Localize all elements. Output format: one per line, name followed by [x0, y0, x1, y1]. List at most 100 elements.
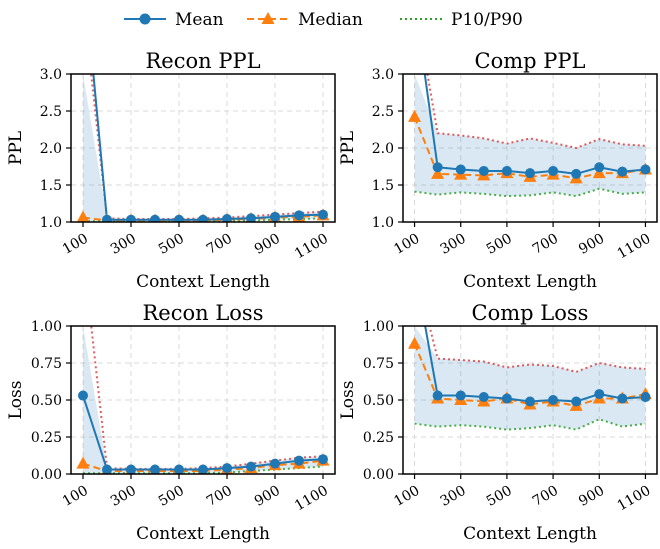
x-tick-label: 100 [391, 231, 422, 258]
p10-line [414, 418, 646, 431]
mean-point [198, 214, 208, 222]
mean-point [78, 390, 88, 401]
mean-point [571, 168, 582, 179]
legend-marker-median [261, 12, 275, 24]
x-tick-label: 100 [60, 231, 91, 258]
y-tick-label: 2.0 [40, 141, 62, 157]
y-tick-label: 1.5 [372, 178, 394, 194]
y-tick-label: 1.0 [40, 215, 62, 231]
y-tick-label: 0.25 [363, 430, 394, 446]
mean-point [640, 392, 651, 403]
mean-point [102, 214, 112, 222]
panels: 1.0 1.5 2.0 2.5 3.0 100 300 500 700 900 1100 Recon … [6, 0, 658, 544]
panel-comp-ppl: 1.0 1.5 2.0 2.5 3.0 100 300 500 700 900 1100 Comp P… [338, 0, 658, 292]
mean-point [548, 395, 559, 405]
mean-line [92, 74, 324, 221]
x-tick-label: 100 [391, 483, 422, 510]
x-tick-label: 900 [576, 483, 607, 510]
panel-recon-ppl: 1.0 1.5 2.0 2.5 3.0 100 300 500 700 900 1100 Recon … [6, 49, 336, 292]
panel-title: Recon Loss [143, 301, 264, 325]
x-tick-label: 300 [438, 483, 469, 510]
median-point [76, 210, 90, 222]
x-tick-label: 300 [438, 231, 469, 258]
x-axis-label: Context Length [463, 272, 597, 292]
panel-comp-loss: 0.00 0.25 0.50 0.75 1.00 100 300 500 700 900 1100 C… [338, 262, 658, 544]
mean-point [432, 162, 443, 173]
x-axis-label: Context Length [136, 524, 270, 544]
median-point [76, 456, 90, 469]
y-tick-label: 0.00 [363, 467, 394, 483]
y-tick-label: 0.50 [363, 393, 394, 409]
median-point [408, 109, 422, 122]
p90-line [428, 326, 646, 373]
mean-point [617, 393, 628, 404]
y-tick-label: 2.5 [40, 104, 62, 120]
y-tick-label: 1.5 [40, 178, 62, 194]
mean-point [455, 390, 466, 401]
mean-point [410, 262, 420, 272]
p90-line [426, 74, 646, 150]
median-point [408, 336, 422, 349]
y-tick-label: 2.5 [372, 104, 394, 120]
median-point [431, 166, 445, 179]
legend-label: P10/P90 [451, 10, 523, 30]
x-tick-label: 500 [156, 231, 187, 258]
y-tick-label: 0.00 [31, 467, 62, 483]
mean-point [455, 164, 466, 175]
y-tick-label: 3.0 [372, 67, 394, 83]
y-tick-label: 1.00 [363, 319, 394, 335]
y-axis-label: PPL [6, 131, 26, 165]
y-tick-label: 0.75 [363, 356, 394, 372]
y-tick-label: 0.75 [31, 356, 62, 372]
x-tick-label: 1100 [615, 483, 654, 515]
x-tick-label: 700 [530, 483, 561, 510]
panel-title: Comp PPL [475, 49, 586, 73]
mean-point [617, 166, 628, 177]
x-tick-label: 500 [156, 483, 187, 510]
mean-point [478, 165, 489, 176]
mean-point [410, 0, 420, 5]
y-tick-label: 3.0 [40, 67, 62, 83]
mean-point [594, 389, 605, 400]
mean-point [246, 213, 256, 222]
panel-title: Recon PPL [145, 49, 260, 73]
mean-point [525, 168, 535, 179]
mean-point [222, 463, 232, 474]
x-tick-label: 300 [108, 483, 139, 510]
mean-point [246, 461, 256, 472]
mean-point [150, 464, 160, 474]
x-tick-label: 900 [252, 231, 283, 258]
mean-point [102, 464, 112, 474]
legend-label: Mean [175, 10, 224, 30]
plot-area [76, 74, 330, 222]
x-axis-label: Context Length [463, 524, 597, 544]
y-tick-label: 2.0 [372, 141, 394, 157]
mean-point [432, 390, 443, 401]
mean-point [270, 458, 280, 469]
legend: Mean Median P10/P90 [124, 10, 523, 30]
mean-point [318, 454, 328, 465]
mean-point [150, 214, 160, 222]
y-axis-label: Loss [6, 381, 26, 420]
y-axis-label: PPL [338, 131, 358, 165]
mean-point [198, 464, 208, 474]
mean-point [174, 464, 184, 474]
panel-title: Comp Loss [472, 301, 589, 325]
mean-point [294, 210, 304, 221]
plot-area [408, 262, 652, 431]
p10-line [414, 187, 646, 198]
y-tick-label: 1.0 [372, 215, 394, 231]
x-tick-label: 300 [108, 231, 139, 258]
x-tick-label: 900 [576, 231, 607, 258]
mean-point [126, 214, 136, 222]
x-tick-label: 500 [484, 483, 515, 510]
mean-point [640, 164, 651, 175]
mean-point [174, 214, 184, 222]
p90-line [90, 74, 324, 221]
legend-label: Median [298, 10, 363, 30]
x-axis-label: Context Length [136, 272, 270, 292]
mean-point [270, 211, 280, 222]
p10-p90-band [414, 74, 646, 197]
mean-line [82, 395, 324, 471]
